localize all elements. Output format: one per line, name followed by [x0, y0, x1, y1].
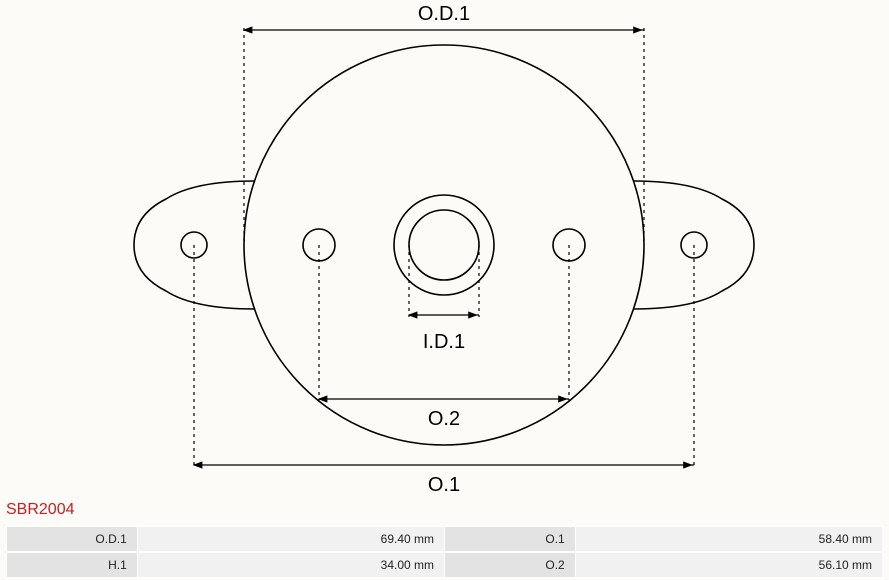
table-row: H.134.00 mmO.256.10 mm [7, 553, 882, 577]
dim-value: 34.00 mm [138, 553, 444, 577]
dim-label: O.1 [445, 527, 575, 551]
svg-text:O.D.1: O.D.1 [418, 3, 470, 25]
dim-label: O.D.1 [7, 527, 137, 551]
technical-drawing: O.D.1 O.1 O.2 I.D.1 [0, 0, 889, 520]
svg-text:I.D.1: I.D.1 [423, 331, 465, 353]
table-row: O.D.169.40 mmO.158.40 mm [7, 527, 882, 551]
dim-label: H.1 [7, 553, 137, 577]
svg-text:O.1: O.1 [428, 474, 460, 496]
part-number: SBR2004 [6, 501, 75, 519]
drawing-svg: O.D.1 O.1 O.2 I.D.1 [0, 0, 889, 520]
dim-value: 69.40 mm [138, 527, 444, 551]
svg-text:O.2: O.2 [428, 408, 460, 430]
dim-label: O.2 [445, 553, 575, 577]
dim-value: 58.40 mm [576, 527, 882, 551]
dim-value: 56.10 mm [576, 553, 882, 577]
dimensions-table: O.D.169.40 mmO.158.40 mmH.134.00 mmO.256… [6, 525, 883, 579]
